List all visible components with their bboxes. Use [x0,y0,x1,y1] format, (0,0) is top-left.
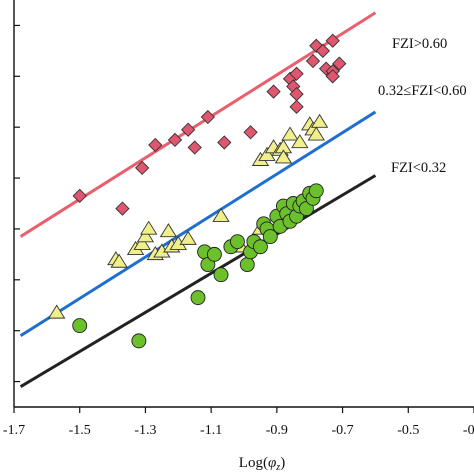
data-point-circle [308,183,324,199]
data-point-circle [72,318,88,334]
data-point-circle [252,239,268,255]
fit-line-series-2 [19,174,377,388]
data-point-circle [213,267,229,283]
data-point-diamond [325,33,340,48]
data-point-triangle [307,126,325,141]
fit-line-series-1 [19,110,377,338]
x-tick-label: -1.3 [134,423,156,438]
x-axis-title: Log(φz) [239,455,285,473]
data-point-diamond [217,135,232,150]
data-point-triangle [179,230,197,245]
data-point-circle [190,290,206,306]
data-point-diamond [181,122,196,137]
data-point-triangle [281,126,299,141]
data-point-circle [239,257,255,272]
data-point-triangle [258,146,276,161]
data-point-circle [229,234,245,250]
data-point-diamond [243,125,258,140]
data-point-triangle [136,228,155,243]
x-tick-label: -0.5 [397,423,419,438]
data-point-diamond [289,99,304,114]
data-point-diamond [200,109,215,125]
data-point-circle [206,246,222,262]
data-point-triangle [291,134,309,149]
x-axis-title-subscript: z [275,462,280,473]
data-point-triangle [310,113,329,128]
x-tick-label: -1.5 [69,423,91,438]
data-point-triangle [133,235,151,250]
data-point-diamond [72,188,87,204]
data-point-triangle [140,220,158,235]
legend-label-fzi-mid: 0.32≤FZI<0.60 [378,83,467,99]
series-layer [19,11,377,388]
data-point-diamond [305,53,321,69]
data-point-diamond [289,86,304,102]
data-point-diamond [187,140,202,155]
data-point-diamond [289,66,304,81]
x-axis-title-symbol: φ [268,455,276,471]
data-point-diamond [332,56,347,71]
x-tick-label: -1.7 [3,423,25,438]
data-point-circle [262,229,278,245]
data-point-diamond [325,69,340,84]
data-point-triangle [48,304,66,319]
data-point-diamond [315,43,330,59]
data-point-diamond [266,84,281,99]
data-point-circle [131,333,147,349]
legend-label-fzi-low: FZI<0.32 [391,160,446,176]
x-tick-label: -0.7 [331,423,353,438]
legend-label-fzi-high: FZI>0.60 [392,36,447,52]
data-point-triangle [274,149,293,164]
data-point-triangle [159,223,178,238]
data-point-diamond [135,160,150,176]
x-axis-title-close: ) [280,455,285,471]
data-point-diamond [148,137,163,153]
x-tick-label: -0.3 [463,423,474,438]
x-tick-label: -1.1 [200,423,222,438]
data-point-triangle [212,207,230,222]
data-point-triangle [110,253,128,268]
x-axis-title-main: Log( [239,455,268,471]
data-point-diamond [115,201,130,216]
x-tick-label: -0.9 [266,423,288,438]
axes-layer: -1.7 -1.5 -1.3 -1.1 -0.9 -0.7 -0.5 -0.3 [3,0,474,438]
data-point-diamond [167,132,183,148]
